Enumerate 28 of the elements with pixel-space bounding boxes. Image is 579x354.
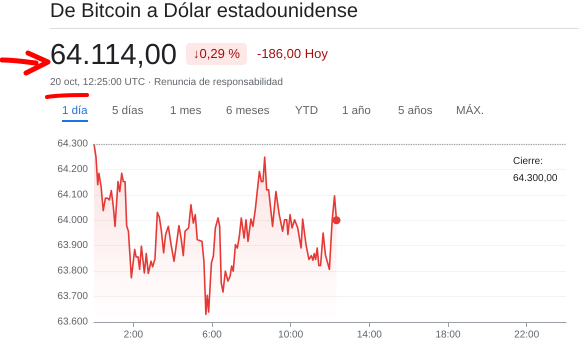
y-tick-label: 63.900 bbox=[57, 240, 88, 252]
y-tick-label: 63.800 bbox=[57, 266, 88, 277]
text: MÁX. bbox=[456, 105, 484, 119]
x-tick-label: 14:00 bbox=[356, 330, 382, 340]
y-tick-label: 64.000 bbox=[57, 214, 88, 226]
text: YTD bbox=[295, 105, 318, 119]
text: ↓0,29 % bbox=[186, 43, 247, 65]
y-tick-label: 64.300 bbox=[57, 138, 88, 150]
ref-line-label: Cierre: 64.300,00 bbox=[513, 156, 558, 184]
text: 64.114,00 bbox=[50, 39, 177, 72]
x-tick-label: 18:00 bbox=[435, 330, 461, 340]
text: 1 año bbox=[342, 105, 371, 119]
chart-title: De Bitcoin a Dólar estadounidense bbox=[50, 0, 358, 23]
y-tick-label: 63.700 bbox=[57, 291, 88, 302]
text: 5 días bbox=[112, 105, 144, 119]
text: 5 años bbox=[398, 105, 433, 119]
y-tick-label: 64.100 bbox=[57, 189, 88, 200]
x-tick-label: 22:00 bbox=[514, 330, 540, 340]
y-tick-label: 64.200 bbox=[57, 164, 88, 175]
text: -186,00 Hoy bbox=[257, 46, 328, 61]
text: 1 día bbox=[62, 105, 88, 122]
x-tick-label: 10:00 bbox=[278, 330, 304, 340]
text: 6 meses bbox=[226, 105, 270, 119]
y-tick-label: 63.600 bbox=[57, 316, 88, 328]
x-tick-label: 6:00 bbox=[202, 330, 222, 340]
text: 1 mes bbox=[170, 105, 202, 119]
text: 20 oct, 12:25:00 UTC · Renuncia de responsabilidad bbox=[50, 77, 283, 88]
x-tick-label: 2:00 bbox=[124, 330, 144, 340]
